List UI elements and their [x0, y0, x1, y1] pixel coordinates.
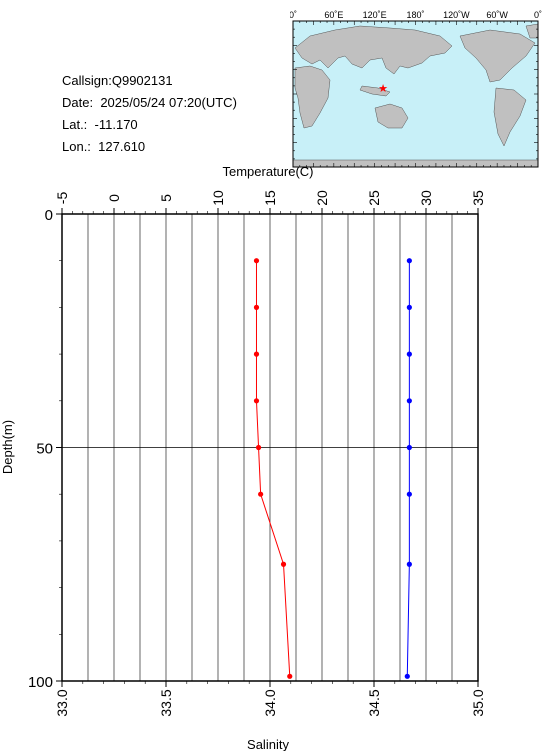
map-ticks: [292, 20, 539, 168]
temperature-tick-label: 0: [106, 194, 122, 202]
temperature-axis: -5 0 5 10 15 20 25 30 35: [54, 190, 486, 214]
date-value: 2025/05/24 07:20(UTC): [100, 95, 237, 110]
map-longitude-label: 0˚: [290, 10, 297, 20]
temperature-point: [253, 398, 260, 404]
land-north-america: [459, 29, 536, 83]
chart-grid: [61, 214, 479, 681]
depth-axis-label: Depth(m): [0, 420, 15, 474]
salinity-point: [406, 351, 412, 357]
land-indonesia: [359, 85, 391, 97]
callsign-value: Q9902131: [111, 73, 173, 88]
chart-series: [253, 258, 412, 679]
temperature-tick-label: -5: [54, 192, 70, 205]
temperature-tick-label: 25: [366, 190, 382, 206]
date-label: Date:: [62, 95, 94, 110]
land-eurasia: [294, 25, 453, 75]
lat-value: -11.170: [94, 117, 138, 132]
station-info: Callsign:Q9902131 Date: 2025/05/24 07:20…: [62, 70, 237, 158]
temperature-point: [253, 351, 260, 357]
salinity-point: [406, 491, 412, 497]
depth-tick-label: 100: [28, 674, 53, 691]
depth-tick-label: 0: [45, 207, 53, 224]
temperature-point: [253, 258, 260, 264]
map-longitude-label: 180˚: [406, 10, 424, 20]
salinity-point: [406, 398, 412, 404]
depth-axis: 0 50 100: [28, 207, 62, 691]
salinity-axis: 33.0 33.5 34.0 34.5 35.0: [54, 681, 486, 717]
lat-line: Lat.: -11.170: [62, 114, 237, 136]
map-longitude-label: 120˚E: [363, 10, 387, 20]
salinity-point: [406, 561, 412, 567]
temperature-tick-label: 35: [470, 190, 486, 206]
temperature-tick-label: 15: [262, 190, 278, 206]
depth-tick-label: 50: [36, 441, 53, 458]
lat-label: Lat.:: [62, 117, 88, 132]
salinity-tick-label: 33.5: [158, 689, 174, 716]
temperature-point: [280, 561, 287, 567]
salinity-point: [404, 673, 410, 679]
map-longitude-label: 60˚E: [324, 10, 343, 20]
salinity-profile-line: [406, 260, 410, 677]
land-south-america: [493, 87, 527, 147]
lon-label: Lon.:: [62, 139, 91, 154]
map-top-labels: 0˚ 60˚E 120˚E 180˚ 120˚W 60˚W 0˚: [290, 10, 542, 20]
map-longitude-label: 120˚W: [443, 10, 470, 20]
land-australia: [374, 103, 409, 129]
salinity-tick-label: 35.0: [470, 689, 486, 716]
temperature-point: [255, 444, 262, 451]
salinity-point: [406, 258, 412, 264]
lon-line: Lon.: 127.610: [62, 136, 237, 158]
temperature-point: [258, 491, 264, 497]
map-land: [292, 23, 539, 168]
salinity-tick-label: 34.5: [366, 689, 382, 716]
plot-frame: [61, 213, 479, 682]
star-icon: ★: [378, 83, 388, 95]
temperature-tick-label: 10: [210, 190, 226, 206]
temperature-point: [253, 304, 260, 310]
temperature-tick-label: 5: [158, 194, 174, 202]
temperature-profile-line: [255, 260, 291, 677]
lon-value: 127.610: [98, 139, 146, 154]
temperature-point: [287, 673, 293, 679]
callsign-line: Callsign:Q9902131: [62, 70, 237, 92]
temperature-tick-label: 30: [418, 190, 434, 206]
chart-frame: [61, 213, 479, 682]
salinity-tick-label: 33.0: [54, 689, 70, 716]
map-longitude-label: 60˚W: [486, 10, 508, 20]
map-longitude-label: 0˚: [534, 10, 542, 20]
salinity-point: [406, 444, 412, 451]
salinity-point: [406, 304, 412, 310]
date-line: Date: 2025/05/24 07:20(UTC): [62, 92, 237, 114]
land-africa: [294, 65, 331, 129]
temperature-tick-label: 20: [314, 190, 330, 206]
callsign-label: Callsign:: [62, 73, 112, 88]
salinity-tick-label: 34.0: [262, 689, 278, 716]
salinity-axis-label: Salinity: [247, 737, 289, 751]
